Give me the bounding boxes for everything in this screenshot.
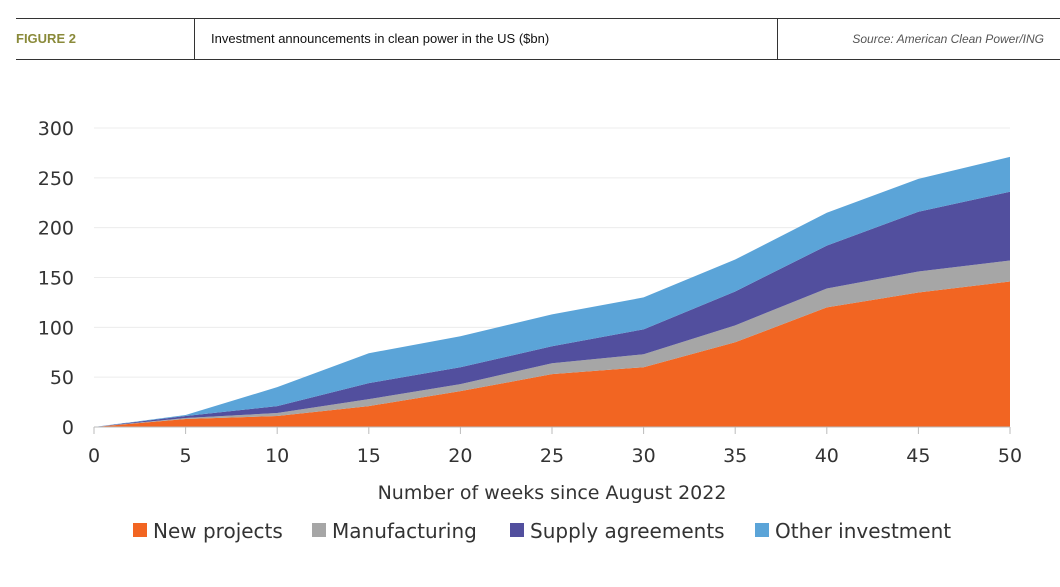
x-tick-label: 30 xyxy=(632,445,656,467)
legend-swatch xyxy=(510,523,524,537)
figure-source: Source: American Clean Power/ING xyxy=(852,32,1044,46)
area-manufacturing xyxy=(94,260,1010,427)
legend-label: Manufacturing xyxy=(332,519,477,543)
legend-label: Other investment xyxy=(775,519,951,543)
y-tick-label: 0 xyxy=(62,417,74,439)
y-tick-label: 50 xyxy=(50,367,74,389)
area-new-projects xyxy=(94,281,1010,427)
x-tick-label: 25 xyxy=(540,445,564,467)
figure-title: Investment announcements in clean power … xyxy=(194,19,778,59)
x-axis-label: Number of weeks since August 2022 xyxy=(378,482,727,504)
x-tick-label: 40 xyxy=(815,445,839,467)
legend-label: New projects xyxy=(153,519,283,543)
y-tick-label: 100 xyxy=(38,317,74,339)
x-tick-label: 45 xyxy=(906,445,930,467)
legend-swatch xyxy=(755,523,769,537)
area-other-investment xyxy=(94,156,1010,428)
x-tick-label: 35 xyxy=(723,445,747,467)
y-tick-label: 150 xyxy=(38,268,74,290)
figure-label: FIGURE 2 xyxy=(16,31,76,46)
legend-swatch xyxy=(133,523,147,537)
x-tick-label: 20 xyxy=(448,445,472,467)
y-tick-label: 250 xyxy=(38,168,74,190)
x-tick-label: 15 xyxy=(357,445,381,467)
legend-swatch xyxy=(312,523,326,537)
figure-header: FIGURE 2 Investment announcements in cle… xyxy=(16,18,1060,60)
legend-label: Supply agreements xyxy=(530,519,725,543)
y-tick-label: 200 xyxy=(38,218,74,240)
area-supply-agreements xyxy=(94,191,1010,427)
y-tick-label: 300 xyxy=(38,118,74,140)
x-tick-label: 50 xyxy=(998,445,1022,467)
x-tick-label: 5 xyxy=(180,445,192,467)
x-tick-label: 0 xyxy=(88,445,100,467)
x-tick-label: 10 xyxy=(265,445,289,467)
